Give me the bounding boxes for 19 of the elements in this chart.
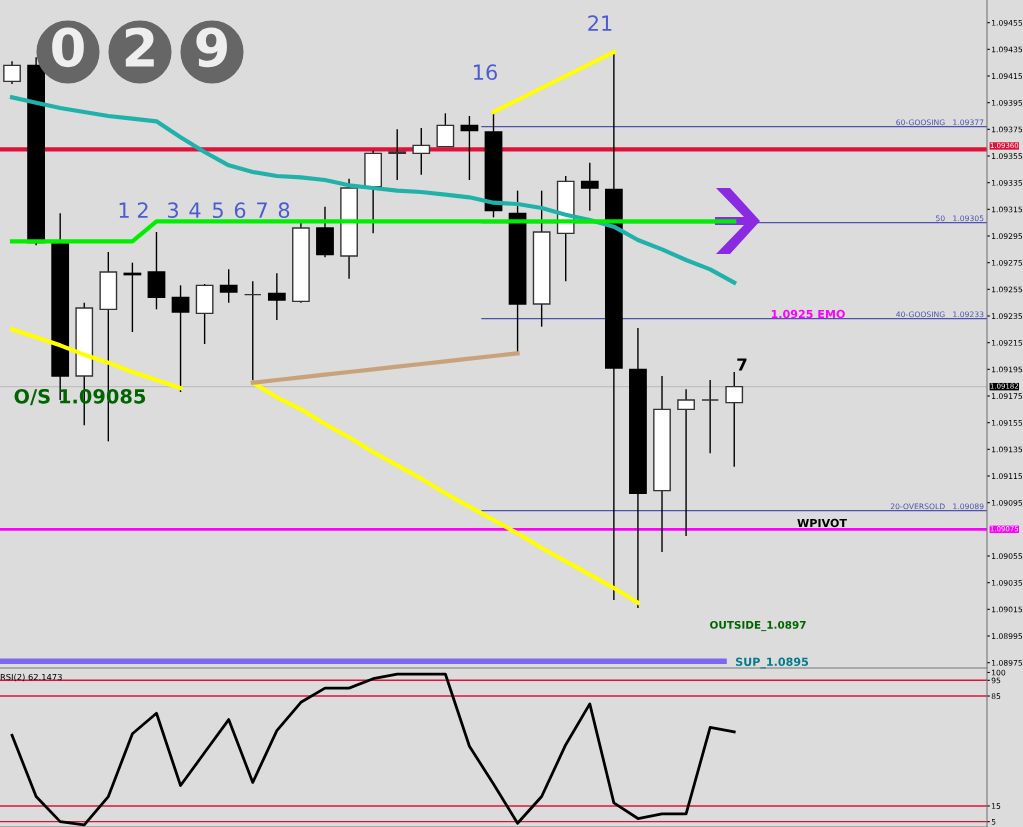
annotation: 1: [119, 202, 129, 218]
annotation: 3: [167, 202, 178, 219]
annotation: WPIVOT: [797, 518, 847, 528]
annotation: OUTSIDE_1.0897: [710, 620, 806, 632]
annotation: 0: [52, 27, 84, 68]
annotation: 7: [257, 202, 267, 218]
annotation: 9: [196, 27, 227, 68]
annotation: 6: [234, 202, 246, 219]
annotation: 2: [137, 202, 148, 218]
annotation: SUP_1.0895: [736, 657, 809, 669]
annotation: 8: [278, 202, 290, 219]
annotation: 21: [588, 15, 612, 31]
annotation: 5: [212, 202, 223, 219]
annotation: 4: [189, 202, 201, 218]
text: RSI(2) 62.1473: [0, 673, 62, 682]
annotation: 2: [125, 27, 154, 67]
annotation: 16: [474, 64, 497, 81]
annotation: 7: [737, 358, 747, 371]
annotation: 1.0925 EMO: [771, 309, 845, 319]
